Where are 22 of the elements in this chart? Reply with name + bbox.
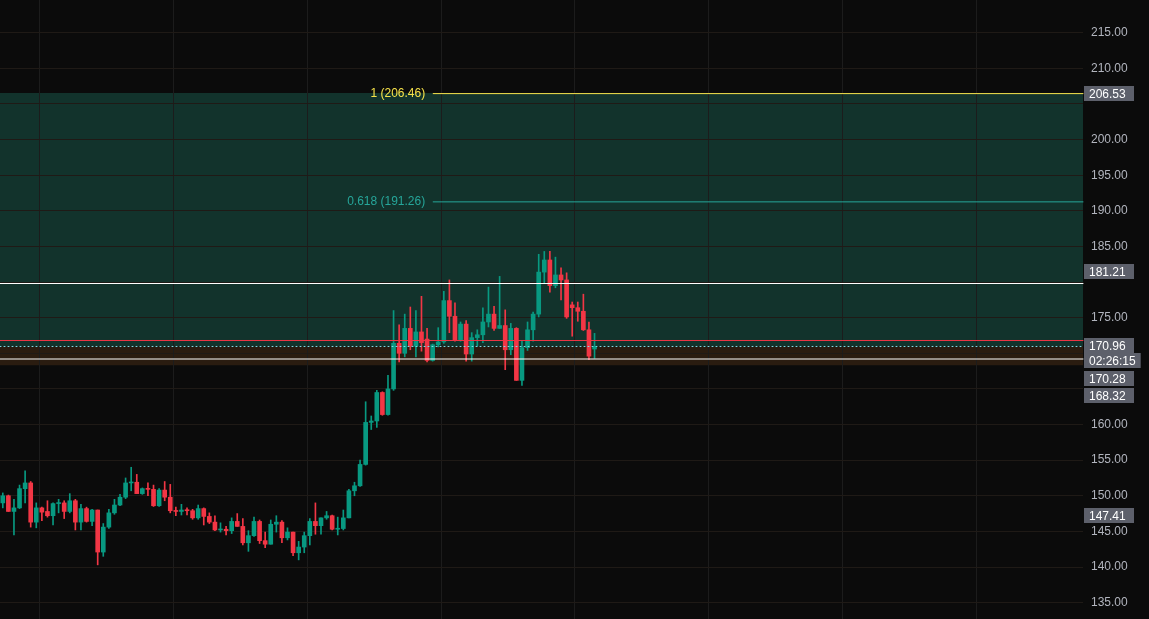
y-tick-label: 135.00 bbox=[1091, 594, 1129, 609]
text: 02:26:15 bbox=[1089, 353, 1137, 368]
text: 170.96 bbox=[1089, 338, 1127, 353]
y-tick-label: 210.00 bbox=[1091, 60, 1129, 75]
y-tick-label: 150.00 bbox=[1091, 488, 1129, 503]
y-tick-label: 160.00 bbox=[1091, 416, 1129, 431]
y-tick-label: 215.00 bbox=[1091, 25, 1129, 40]
y-tick-label: 140.00 bbox=[1091, 559, 1129, 574]
text: 170.28 bbox=[1089, 371, 1127, 386]
y-tick-label: 195.00 bbox=[1091, 167, 1129, 182]
text: 168.32 bbox=[1089, 388, 1127, 403]
y-tick-label: 145.00 bbox=[1091, 523, 1129, 538]
y-tick-label: 190.00 bbox=[1091, 203, 1129, 218]
text: 181.21 bbox=[1089, 264, 1127, 279]
y-tick-label: 175.00 bbox=[1091, 310, 1129, 324]
y-tick-label: 200.00 bbox=[1091, 131, 1129, 146]
ref-line-label: 0.618 (191.26) bbox=[347, 194, 426, 209]
y-tick-label: 185.00 bbox=[1091, 238, 1129, 253]
ref-line-label: 1 (206.46) bbox=[370, 85, 426, 100]
text: 147.41 bbox=[1089, 508, 1127, 523]
y-tick-label: 155.00 bbox=[1091, 452, 1129, 467]
text: 206.53 bbox=[1089, 86, 1127, 101]
